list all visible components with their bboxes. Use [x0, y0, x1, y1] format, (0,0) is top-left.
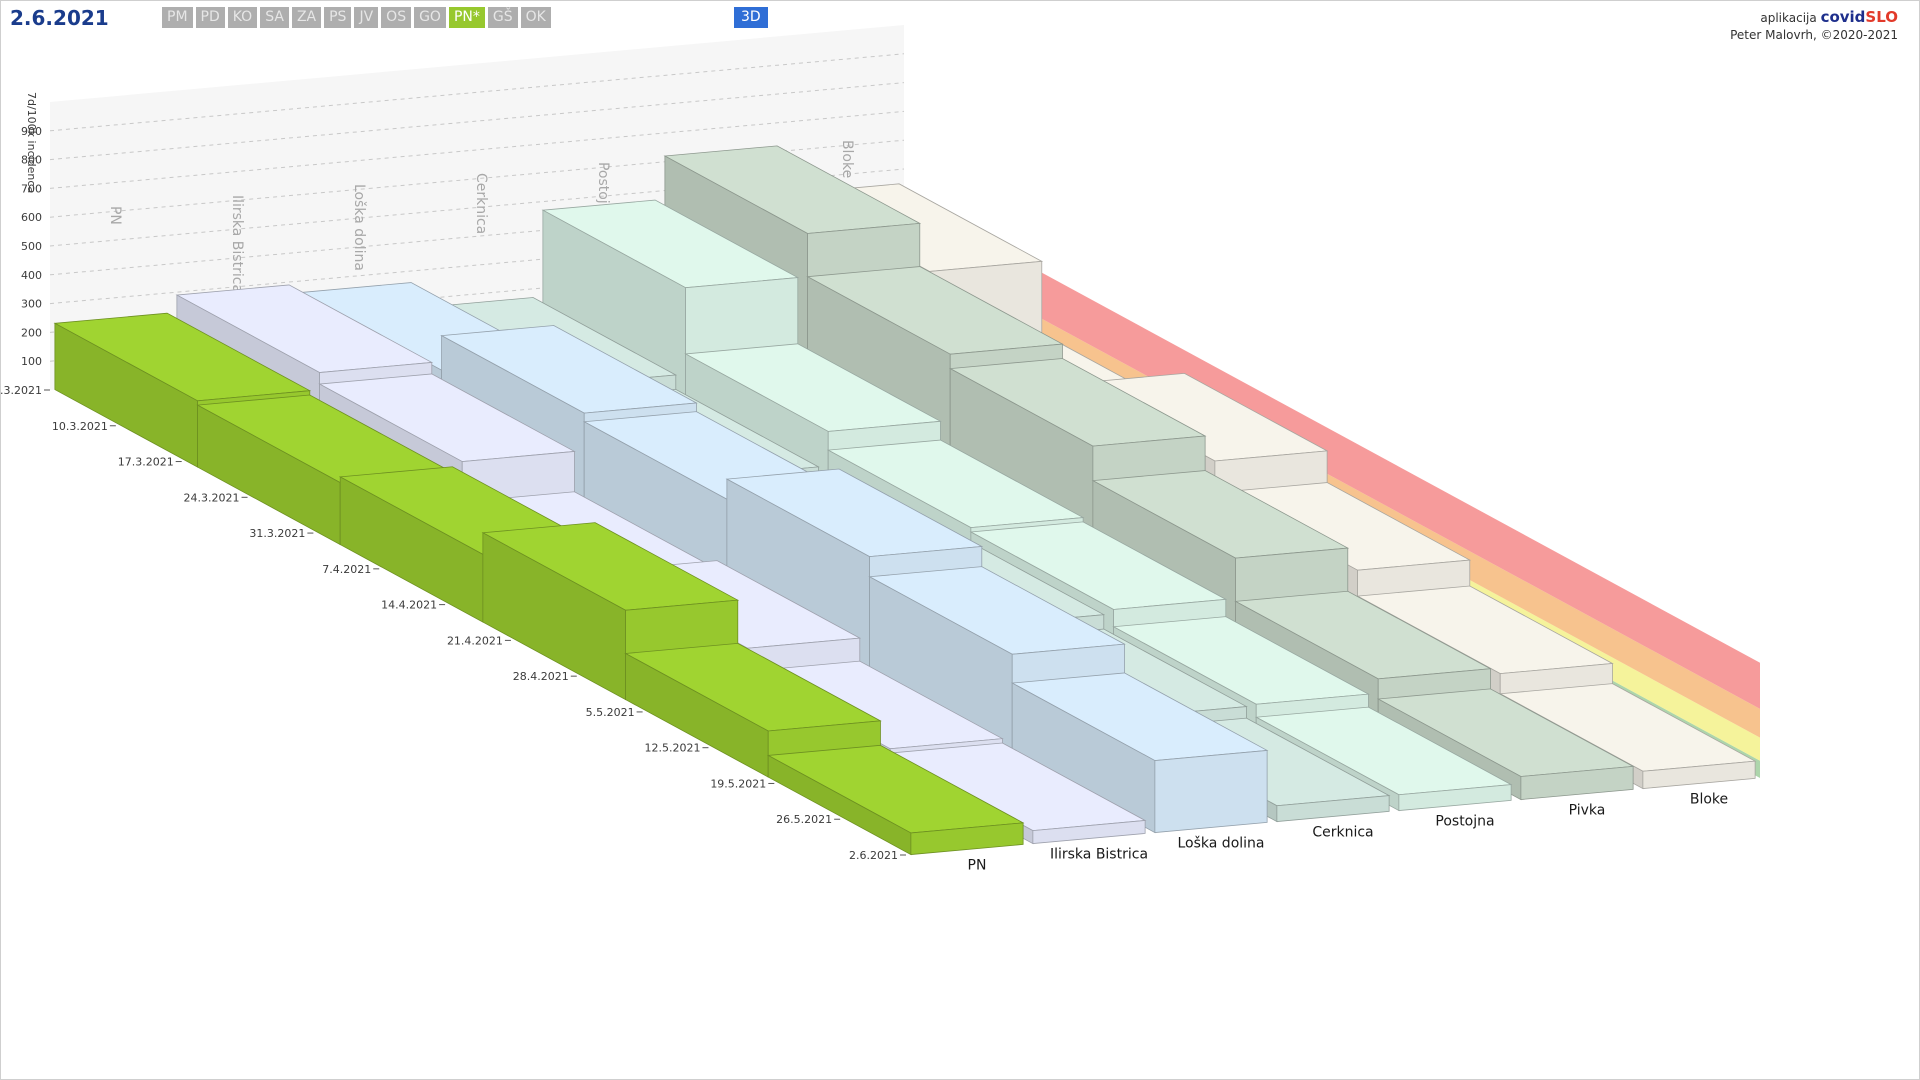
- bar: [1010, 672, 1269, 834]
- y-tick-label: 200: [21, 326, 42, 339]
- x-tick-label: 28.4.2021: [513, 670, 569, 683]
- app-prefix: aplikacija: [1760, 11, 1817, 25]
- y-tick-label: 100: [21, 355, 42, 368]
- bar-front: [1276, 795, 1390, 822]
- x-tick-label: 5.5.2021: [586, 706, 635, 719]
- y-tick-label: 900: [21, 125, 42, 138]
- region-button-11[interactable]: OK: [520, 7, 551, 28]
- bar-front: [1520, 765, 1634, 800]
- x-tick-label: 10.3.2021: [52, 420, 108, 433]
- x-tick-label: 14.4.2021: [381, 599, 437, 612]
- bar-front: [1154, 750, 1268, 833]
- region-button-6[interactable]: JV: [354, 7, 379, 28]
- y-tick-label: 400: [21, 269, 42, 282]
- x-tick-label: 2.6.2021: [849, 849, 898, 862]
- bar: [766, 744, 1025, 856]
- view-3d-button[interactable]: 3D: [734, 7, 768, 28]
- series-label: Postojna: [1435, 814, 1494, 830]
- back-series-label: PN: [107, 206, 123, 225]
- app-name-slo[interactable]: SLO: [1865, 8, 1898, 26]
- x-tick-label: 21.4.2021: [447, 634, 503, 647]
- current-date: 2.6.2021: [10, 6, 109, 30]
- y-tick-label: 800: [21, 154, 42, 167]
- region-button-7[interactable]: OS: [381, 7, 412, 28]
- series-label: Cerknica: [1312, 825, 1373, 841]
- series-label: Ilirska Bistrica: [1050, 847, 1148, 863]
- app-name: aplikacija covidSLO: [1730, 9, 1898, 27]
- region-button-8[interactable]: GO: [414, 7, 446, 28]
- bar-front: [1398, 784, 1512, 811]
- x-tick-label: 26.5.2021: [776, 813, 832, 826]
- credits: aplikacija covidSLO Peter Malovrh, ©2020…: [1730, 9, 1898, 44]
- y-axis-label: 7d/100k incidenca: [25, 92, 38, 193]
- bar-front: [1032, 820, 1146, 844]
- region-button-10[interactable]: GŠ: [487, 7, 518, 28]
- x-tick-label: 7.4.2021: [322, 563, 371, 576]
- grid-line: [49, 53, 905, 132]
- author: Peter Malovrh, ©2020-2021: [1730, 28, 1898, 42]
- risk-band: [904, 197, 1760, 709]
- bar-front: [910, 822, 1024, 855]
- y-tick-label: 300: [21, 298, 42, 311]
- y-tick-label: 500: [21, 240, 42, 253]
- back-series-label: Bloke: [839, 140, 855, 178]
- series-label: Loška dolina: [1178, 836, 1265, 852]
- region-button-5[interactable]: PS: [324, 7, 352, 28]
- series-label: Pivka: [1569, 803, 1606, 819]
- x-tick-label: 24.3.2021: [184, 491, 240, 504]
- x-tick-label: 19.5.2021: [710, 777, 766, 790]
- region-button-4[interactable]: ZA: [291, 7, 322, 28]
- grid-line: [49, 82, 905, 161]
- region-button-1[interactable]: PD: [195, 7, 225, 28]
- region-button-0[interactable]: PM: [162, 7, 193, 28]
- grid-line: [49, 110, 905, 189]
- region-button-2[interactable]: KO: [227, 7, 258, 28]
- back-series-label: Cerknica: [473, 173, 489, 234]
- bar: [624, 642, 882, 778]
- y-tick-label: 700: [21, 182, 42, 195]
- x-tick-label: 12.5.2021: [644, 742, 700, 755]
- region-button-9[interactable]: PN*: [448, 7, 485, 28]
- back-series-label: Ilirska Bistrica: [229, 195, 245, 293]
- app-name-covid[interactable]: covid: [1820, 8, 1866, 26]
- x-tick-label: 31.3.2021: [249, 527, 305, 540]
- x-tick-label: 17.3.2021: [118, 456, 174, 469]
- x-tick-label: 3.3.2021: [0, 384, 42, 397]
- region-button-bar: PM PD KO SA ZA PS JV OS GO PN* GŠ OK: [162, 7, 551, 28]
- series-label: Bloke: [1690, 792, 1728, 808]
- y-tick-label: 600: [21, 211, 42, 224]
- region-button-3[interactable]: SA: [260, 7, 289, 28]
- bar-front: [1642, 760, 1756, 789]
- back-series-label: Loška dolina: [351, 184, 367, 271]
- series-label: PN: [968, 858, 987, 874]
